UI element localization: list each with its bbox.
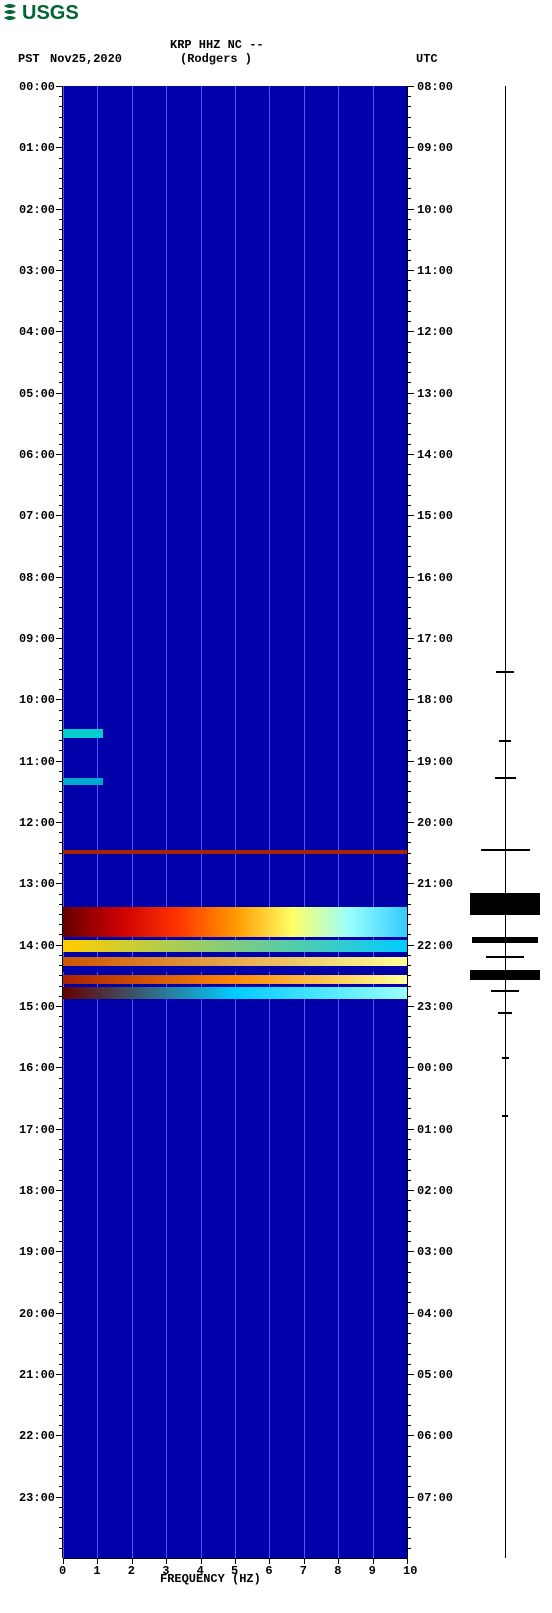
- station-line1: KRP HHZ NC --: [170, 38, 264, 52]
- station-line2: (Rodgers ): [180, 52, 252, 66]
- x-axis-label: FREQUENCY (HZ): [160, 1572, 261, 1586]
- left-tz-label: PST: [18, 52, 40, 66]
- spectrogram-plot: [63, 86, 407, 1558]
- date-label: Nov25,2020: [50, 52, 122, 66]
- svg-text:USGS: USGS: [22, 2, 79, 22]
- page: { "logo": { "text": "USGS", "color": "#0…: [0, 0, 552, 1613]
- right-tz-label: UTC: [416, 52, 438, 66]
- seismogram-plot: [470, 86, 540, 1558]
- usgs-logo: USGS: [2, 2, 98, 22]
- usgs-logo-svg: USGS: [2, 2, 98, 22]
